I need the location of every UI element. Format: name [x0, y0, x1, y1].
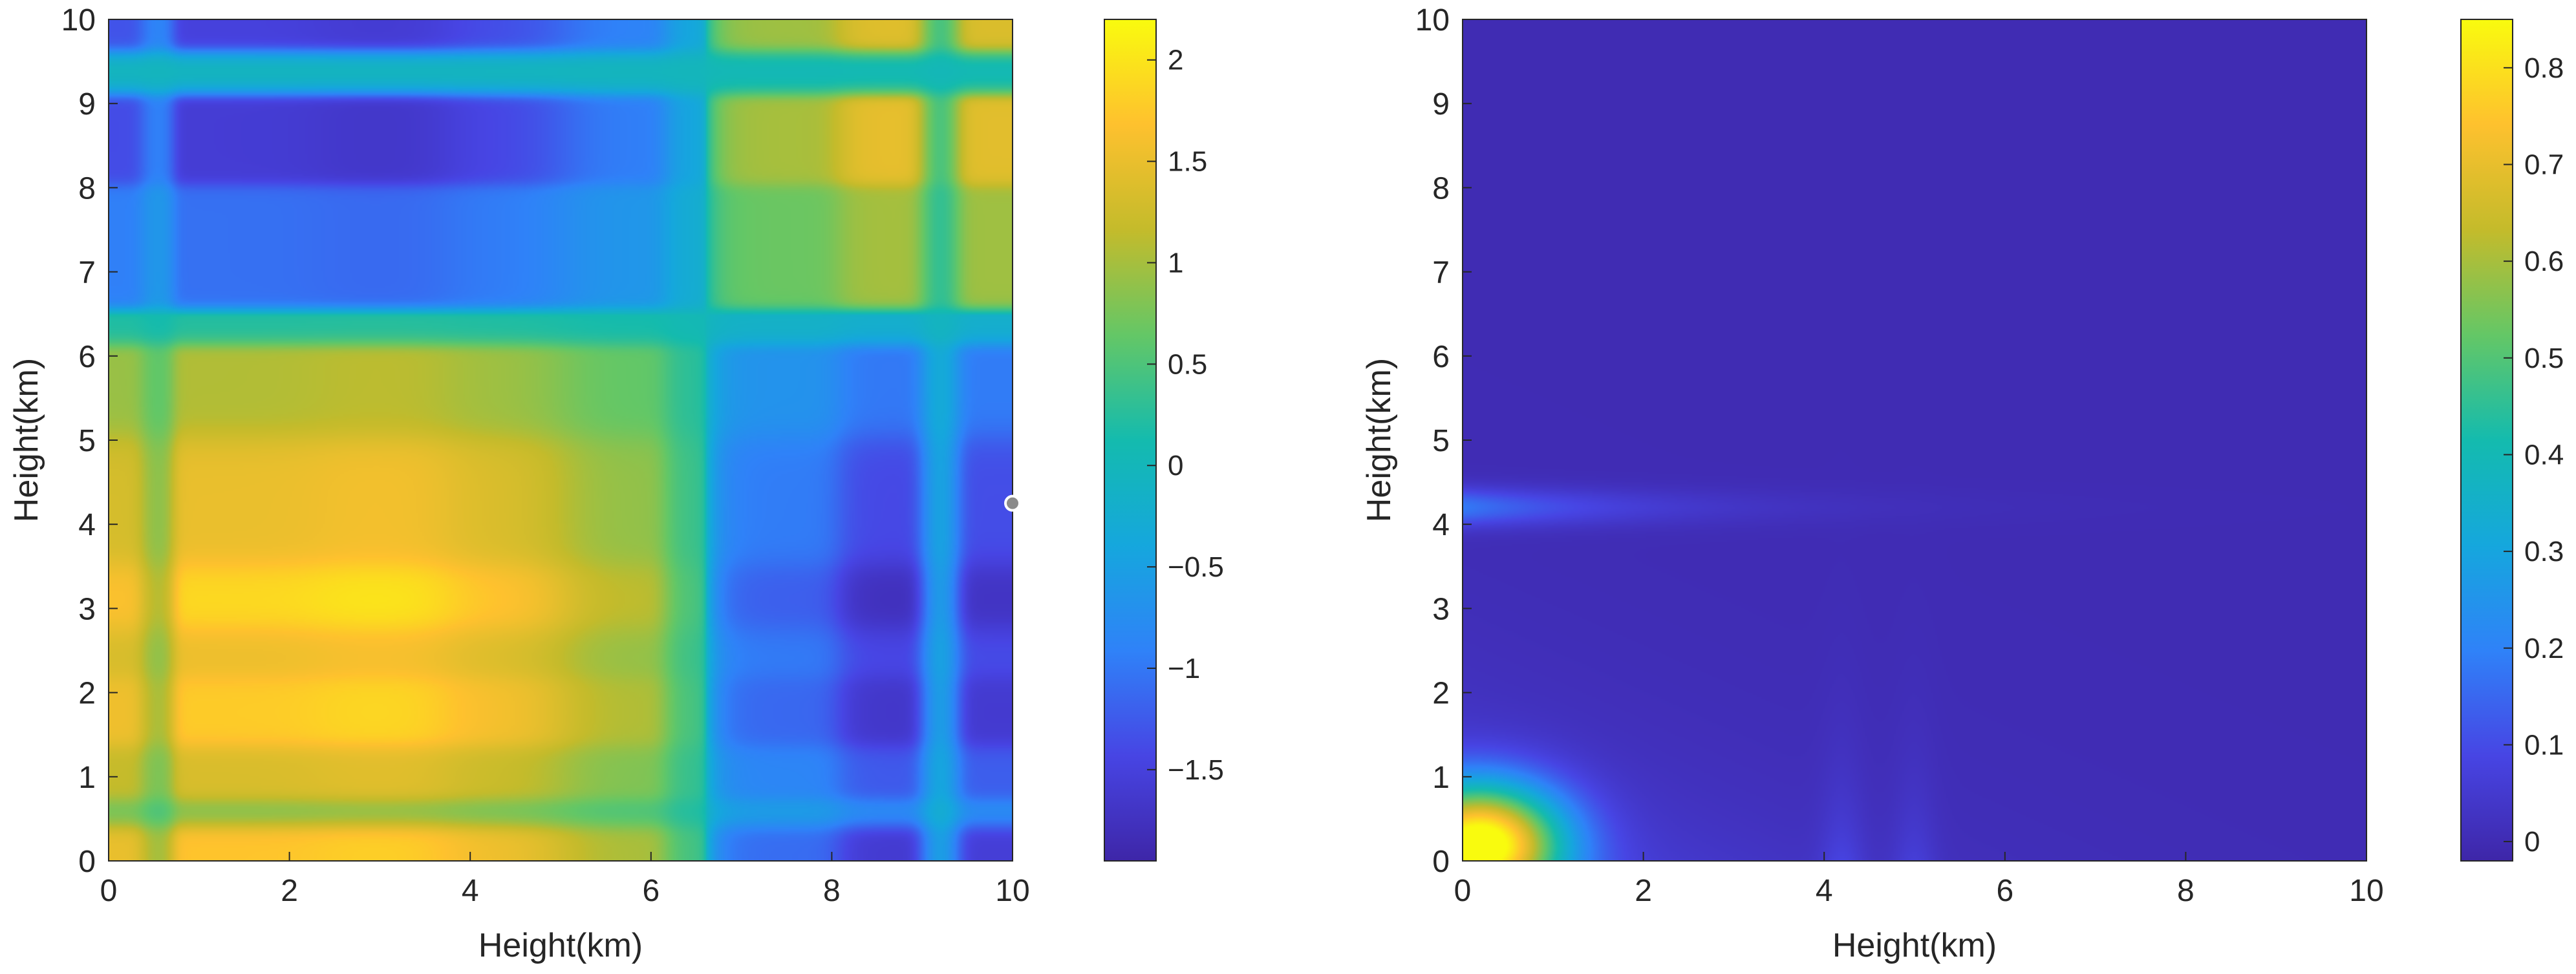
- left-y-tick-label: 1: [78, 761, 96, 795]
- right-colorbar-tick-label: 0: [2524, 826, 2540, 858]
- right-colorbar-tick-label: 0.6: [2524, 246, 2564, 277]
- right-y-tick-label: 0: [1432, 845, 1450, 879]
- left-x-tick-label: 0: [100, 874, 118, 908]
- right-colorbar: 0.8 0.7 0.6 0.5 0.4 0.3 0.2 0.1 0: [2460, 19, 2564, 862]
- right-y-tick-label: 2: [1432, 677, 1450, 711]
- right-axes: 0 2 4 6 8 10 0 1 2 3 4 5 6 7 8 9 10: [1415, 3, 2384, 908]
- left-axes: 0 2 4 6 8 10 0 1 2 3 4 5 6 7 8 9 10: [61, 3, 1030, 908]
- right-y-tick-label: 1: [1432, 761, 1450, 795]
- right-colorbar-frame: [2460, 19, 2513, 862]
- right-colorbar-tick-label: 0.2: [2524, 633, 2564, 664]
- right-x-tick-label: 8: [2177, 874, 2195, 908]
- right-colorbar-tick-label: 0.1: [2524, 729, 2564, 761]
- right-colorbar-tick-label: 0.8: [2524, 52, 2564, 84]
- left-heatmap-canvas: [109, 19, 1013, 861]
- left-colorbar-tick-label: −0.5: [1168, 551, 1224, 583]
- left-x-tick-label: 8: [823, 874, 841, 908]
- right-y-tick-label: 8: [1432, 171, 1450, 206]
- right-x-tick-label: 0: [1454, 874, 1472, 908]
- right-colorbar-tick-label: 0.7: [2524, 149, 2564, 180]
- right-y-tick-label: 5: [1432, 424, 1450, 458]
- right-y-tick-label: 4: [1432, 508, 1450, 542]
- right-y-tick-label: 6: [1432, 340, 1450, 374]
- left-colorbar: 2 1.5 1 0.5 0 −0.5 −1 −1.5: [1104, 19, 1224, 862]
- right-x-tick-label: 2: [1635, 874, 1652, 908]
- right-x-tick-label: 6: [1996, 874, 2013, 908]
- left-heatmap-chart: 0 2 4 6 8 10 0 1 2 3 4 5 6 7 8 9 10 Height(km) Height(km…: [8, 3, 1030, 964]
- right-heatmap-plot-area: [1463, 19, 2367, 861]
- left-y-tick-label: 7: [78, 256, 96, 290]
- left-y-tick-label: 0: [78, 845, 96, 879]
- data-cursor-marker[interactable]: [1004, 494, 1021, 512]
- left-x-tick-label: 4: [462, 874, 479, 908]
- left-colorbar-tick-label: 1: [1168, 247, 1183, 279]
- left-y-tick-label: 8: [78, 171, 96, 206]
- right-colorbar-tick-label: 0.5: [2524, 343, 2564, 374]
- left-colorbar-tick-label: 0: [1168, 450, 1183, 482]
- left-x-tick-label: 6: [642, 874, 660, 908]
- left-y-tick-label: 9: [78, 87, 96, 122]
- left-heatmap-plot-area: [109, 19, 1013, 861]
- right-heatmap-chart: 0 2 4 6 8 10 0 1 2 3 4 5 6 7 8 9 10 Height(km) Height(km…: [1360, 3, 2384, 964]
- left-colorbar-ticks: 2 1.5 1 0.5 0 −0.5 −1 −1.5: [1147, 45, 1224, 786]
- left-colorbar-tick-label: −1: [1168, 653, 1200, 684]
- left-y-tick-label: 3: [78, 592, 96, 626]
- left-colorbar-tick-label: −1.5: [1168, 754, 1224, 786]
- left-x-axis-label: Height(km): [478, 927, 643, 964]
- left-y-tick-label: 5: [78, 424, 96, 458]
- right-colorbar-ticks: 0.8 0.7 0.6 0.5 0.4 0.3 0.2 0.1 0: [2504, 52, 2564, 858]
- right-colorbar-tick-label: 0.4: [2524, 439, 2564, 471]
- right-y-tick-label: 10: [1415, 3, 1450, 37]
- left-colorbar-gradient: [1104, 19, 1156, 861]
- right-x-axis-label: Height(km): [1832, 927, 1997, 964]
- left-x-tick-label: 10: [995, 874, 1029, 908]
- left-y-axis-label: Height(km): [8, 358, 45, 522]
- right-colorbar-gradient: [2461, 19, 2513, 861]
- left-x-tick-label: 2: [281, 874, 298, 908]
- right-y-tick-label: 7: [1432, 256, 1450, 290]
- left-y-tick-label: 4: [78, 508, 96, 542]
- left-colorbar-tick-label: 1.5: [1168, 146, 1207, 178]
- right-y-axis-label: Height(km): [1360, 358, 1398, 522]
- left-colorbar-frame: [1104, 19, 1157, 862]
- left-y-tick-label: 2: [78, 677, 96, 711]
- left-y-tick-label: 6: [78, 340, 96, 374]
- right-x-tick-label: 4: [1816, 874, 1833, 908]
- right-colorbar-tick-label: 0.3: [2524, 536, 2564, 567]
- left-y-tick-label: 10: [61, 3, 96, 37]
- right-y-tick-label: 3: [1432, 592, 1450, 626]
- left-colorbar-tick-label: 0.5: [1168, 348, 1207, 380]
- right-heatmap-canvas: [1463, 19, 2367, 861]
- left-colorbar-tick-label: 2: [1168, 45, 1183, 76]
- right-x-tick-label: 10: [2349, 874, 2383, 908]
- right-y-tick-label: 9: [1432, 87, 1450, 122]
